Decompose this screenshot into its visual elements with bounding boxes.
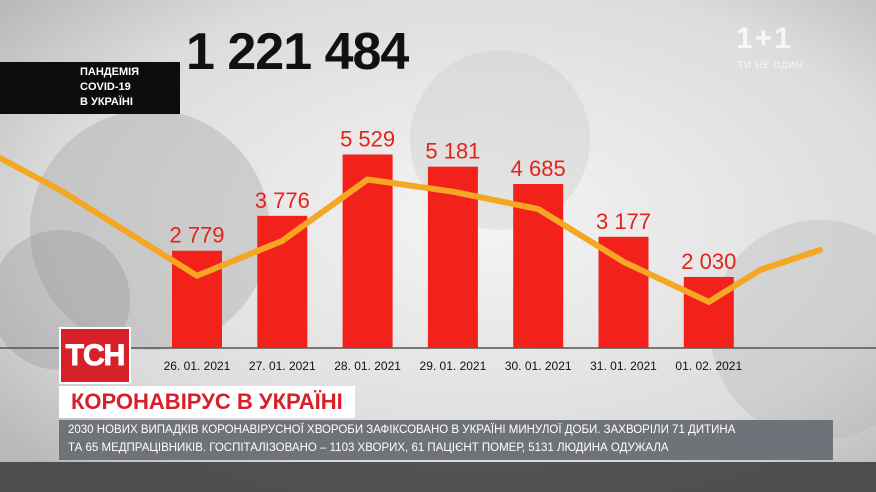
- news-ticker: 2030 НОВИХ ВИПАДКІВ КОРОНАВІРУСНОЇ ХВОРО…: [59, 420, 833, 460]
- x-tick-label: 31. 01. 2021: [590, 359, 657, 373]
- bar: [342, 154, 393, 348]
- pandemic-badge: ПАНДЕМІЯ COVID-19 В УКРАЇНІ: [0, 62, 180, 114]
- channel-logo: 1+1 ТИ НЕ ОДИН: [736, 22, 828, 70]
- badge-line: В УКРАЇНІ: [80, 96, 133, 108]
- bar-value-label: 2 779: [169, 223, 224, 248]
- tsn-logo: ТСН: [59, 327, 131, 384]
- channel-tagline: ТИ НЕ ОДИН: [738, 60, 804, 70]
- x-tick-label: 30. 01. 2021: [505, 359, 572, 373]
- x-tick-label: 27. 01. 2021: [249, 359, 316, 373]
- ticker-line-1: 2030 НОВИХ ВИПАДКІВ КОРОНАВІРУСНОЇ ХВОРО…: [68, 424, 736, 436]
- bar-value-label: 2 030: [681, 249, 736, 274]
- bar-value-label: 4 685: [511, 156, 566, 181]
- total-cases: 1 221 484: [186, 23, 409, 81]
- x-tick-label: 01. 02. 2021: [675, 359, 742, 373]
- bar-value-label: 5 181: [425, 139, 480, 164]
- bar-value-label: 3 177: [596, 209, 651, 234]
- channel-logo-text: 1+1: [736, 22, 793, 55]
- badge-line: ПАНДЕМІЯ: [80, 66, 140, 78]
- x-tick-label: 28. 01. 2021: [334, 359, 401, 373]
- x-tick-label: 26. 01. 2021: [164, 359, 231, 373]
- tsn-logo-text: ТСН: [65, 339, 126, 373]
- headline: КОРОНАВІРУС В УКРАЇНІ: [59, 386, 355, 418]
- badge-line: COVID-19: [80, 81, 131, 93]
- trend-line: [0, 155, 823, 305]
- bar-value-label: 3 776: [255, 188, 310, 213]
- x-tick-label: 29. 01. 2021: [420, 359, 487, 373]
- ticker-line-2: ТА 65 МЕДПРАЦІВНИКІВ. ГОСПІТАЛІЗОВАНО – …: [68, 442, 669, 454]
- bar-value-label: 5 529: [340, 126, 395, 151]
- bar: [257, 215, 308, 348]
- bar: [598, 236, 649, 348]
